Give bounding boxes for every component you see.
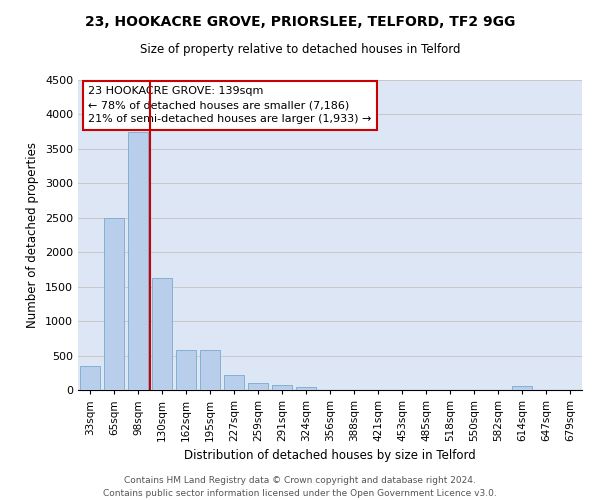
Bar [176,350,196,390]
Bar [200,350,220,390]
Text: 23, HOOKACRE GROVE, PRIORSLEE, TELFORD, TF2 9GG: 23, HOOKACRE GROVE, PRIORSLEE, TELFORD, … [85,15,515,29]
Text: Size of property relative to detached houses in Telford: Size of property relative to detached ho… [140,42,460,56]
Bar [152,278,172,390]
X-axis label: Distribution of detached houses by size in Telford: Distribution of detached houses by size … [184,450,476,462]
Bar [80,366,100,390]
Bar [224,375,244,390]
Text: Contains HM Land Registry data © Crown copyright and database right 2024.
Contai: Contains HM Land Registry data © Crown c… [103,476,497,498]
Bar [128,132,148,390]
Bar [104,218,124,390]
Text: 23 HOOKACRE GROVE: 139sqm
← 78% of detached houses are smaller (7,186)
21% of se: 23 HOOKACRE GROVE: 139sqm ← 78% of detac… [88,86,371,124]
Bar [248,383,268,390]
Bar [512,386,532,390]
Y-axis label: Number of detached properties: Number of detached properties [26,142,40,328]
Bar [272,385,292,390]
Bar [296,386,316,390]
